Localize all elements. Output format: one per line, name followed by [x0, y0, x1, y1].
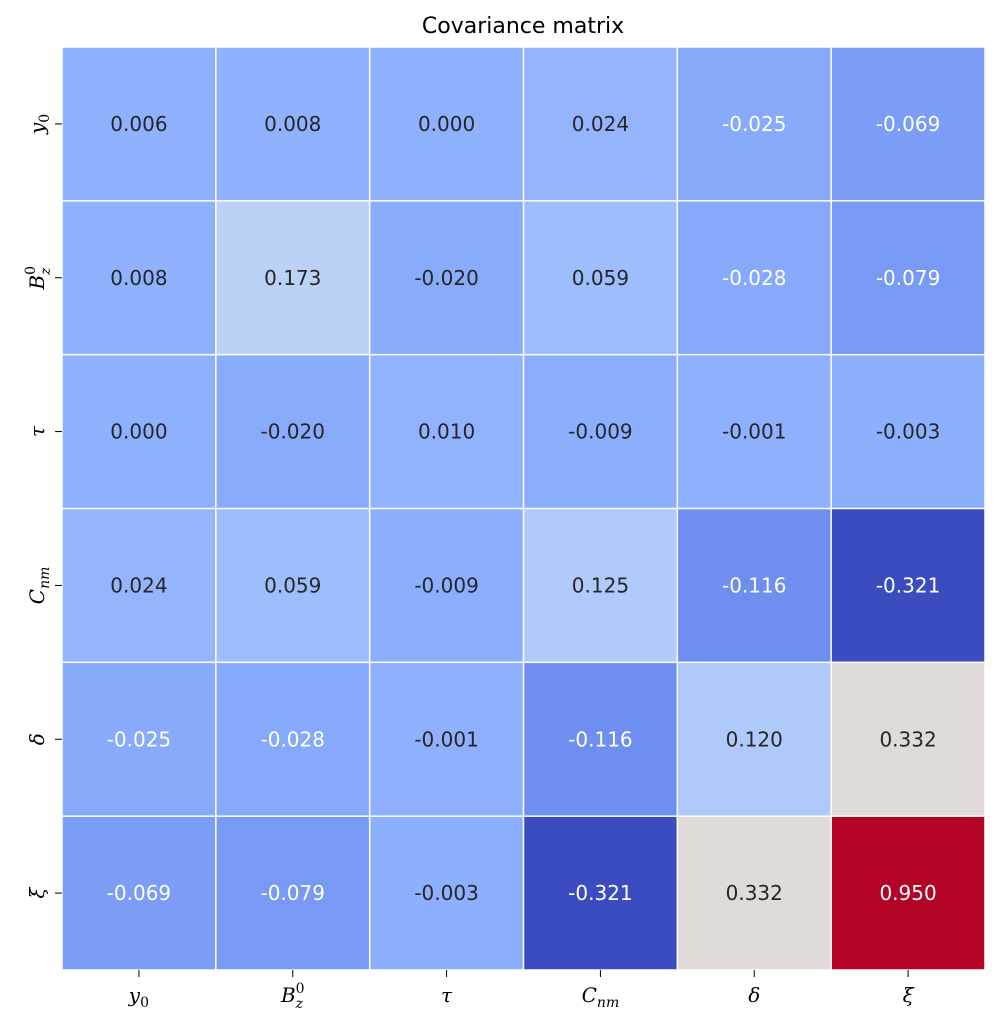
y-tick-label-4: δ: [25, 733, 49, 745]
heatmap-cell-r0-c2: [370, 47, 523, 201]
cell-value-r3-c0: 0.024: [110, 573, 167, 597]
heatmap-cell-r4-c2: [370, 663, 523, 816]
heatmap-cell-r3-c0: [62, 509, 216, 662]
heatmap-cell-r0-c3: [524, 47, 677, 201]
cell-value-r0-c5: -0.069: [876, 112, 940, 136]
x-tick-label-3: Cnm: [582, 983, 620, 1011]
y-tick-label-1: B0z: [23, 266, 54, 291]
heatmap-cell-r1-c0: [62, 201, 216, 354]
cell-value-r2-c3: -0.009: [568, 420, 632, 444]
cell-value-r1-c0: 0.008: [110, 266, 167, 290]
cell-value-r2-c1: -0.020: [261, 420, 325, 444]
heatmap-cell-r4-c5: [831, 663, 985, 816]
heatmap-cell-r3-c1: [216, 509, 369, 662]
cell-value-r3-c4: -0.116: [722, 573, 786, 597]
cell-value-r0-c3: 0.024: [572, 112, 629, 136]
cell-value-r1-c4: -0.028: [722, 266, 786, 290]
y-axis-ticks: y0 B0z τ Cnm δ ξ: [23, 114, 62, 899]
cell-value-r4-c4: 0.120: [726, 727, 783, 751]
cell-value-r5-c0: -0.069: [107, 881, 171, 905]
heatmap-cell-r1-c4: [678, 201, 831, 354]
cell-value-r0-c1: 0.008: [264, 112, 321, 136]
heatmap-cell-r0-c4: [678, 47, 831, 201]
x-tick-label-4: δ: [748, 983, 760, 1007]
cell-value-r5-c3: -0.321: [568, 881, 632, 905]
cell-value-r0-c2: 0.000: [418, 112, 475, 136]
cell-value-r1-c1: 0.173: [264, 266, 321, 290]
heatmap-cell-r5-c4: [678, 816, 831, 970]
y-tick-label-5: ξ: [25, 887, 49, 899]
heatmap-cell-r0-c1: [216, 47, 369, 201]
heatmap-cell-r2-c4: [678, 355, 831, 508]
y-tick-label-3: Cnm: [25, 567, 53, 605]
heatmap-cell-r2-c0: [62, 355, 216, 508]
chart-title: Covariance matrix: [422, 14, 624, 39]
cell-value-r2-c5: -0.003: [876, 420, 940, 444]
cell-value-r4-c1: -0.028: [261, 727, 325, 751]
cell-value-r2-c2: 0.010: [418, 420, 475, 444]
heatmap-cell-r4-c1: [216, 663, 369, 816]
cell-value-r1-c2: -0.020: [414, 266, 478, 290]
cell-value-r4-c2: -0.001: [414, 727, 478, 751]
cell-value-r5-c4: 0.332: [726, 881, 783, 905]
heatmap-cell-r2-c1: [216, 355, 369, 508]
x-tick-label-1: B0 z: [280, 981, 305, 1012]
cell-value-r4-c5: 0.332: [879, 727, 936, 751]
cell-value-r0-c4: -0.025: [722, 112, 786, 136]
heatmap-cell-r2-c2: [370, 355, 523, 508]
cell-value-r2-c4: -0.001: [722, 420, 786, 444]
heatmap-cell-r4-c3: [524, 663, 677, 816]
cell-value-r5-c1: -0.079: [261, 881, 325, 905]
cell-value-r4-c0: -0.025: [107, 727, 171, 751]
heatmap-cell-r5-c0: [62, 816, 216, 970]
heatmap-cell-r3-c3: [524, 509, 677, 662]
y-tick-label-2: τ: [25, 425, 49, 437]
cell-value-r0-c0: 0.006: [110, 112, 167, 136]
heatmap-cell-r5-c2: [370, 816, 523, 970]
heatmap-cell-r5-c5: [831, 816, 985, 970]
cell-value-r2-c0: 0.000: [110, 420, 167, 444]
heatmap-cell-r0-c0: [62, 47, 216, 201]
cell-value-r1-c3: 0.059: [572, 266, 629, 290]
cell-value-r3-c1: 0.059: [264, 573, 321, 597]
heatmap-cell-r0-c5: [831, 47, 985, 201]
cell-value-r4-c3: -0.116: [568, 727, 632, 751]
heatmap-cells: 0.006 0.008 0.000 0.024 -0.025 -0.069 0.008 0.1…: [62, 47, 985, 970]
x-tick-label-5: ξ: [903, 983, 915, 1007]
heatmap-cell-r1-c5: [831, 201, 985, 354]
x-axis-ticks: y0 B0 z τ Cnm δ ξ: [128, 970, 915, 1012]
heatmap-cell-r5-c1: [216, 816, 369, 970]
heatmap-cell-r1-c1: [216, 201, 369, 354]
heatmap-cell-r5-c3: [524, 816, 677, 970]
heatmap-cell-r3-c2: [370, 509, 523, 662]
heatmap-cell-r4-c4: [678, 663, 831, 816]
cell-value-r3-c3: 0.125: [572, 573, 629, 597]
heatmap-cell-r3-c4: [678, 509, 831, 662]
y-tick-label-0: y0: [25, 114, 53, 135]
x-tick-label-2: τ: [441, 983, 453, 1007]
heatmap-cell-r2-c5: [831, 355, 985, 508]
x-tick-label-0: y0: [128, 983, 149, 1011]
cell-value-r5-c5: 0.950: [879, 881, 936, 905]
cell-value-r1-c5: -0.079: [876, 266, 940, 290]
heatmap-cell-r3-c5: [831, 509, 985, 662]
cell-value-r3-c5: -0.321: [876, 573, 940, 597]
heatmap-cell-r1-c2: [370, 201, 523, 354]
cell-value-r3-c2: -0.009: [414, 573, 478, 597]
cell-value-r5-c2: -0.003: [414, 881, 478, 905]
heatmap-cell-r1-c3: [524, 201, 677, 354]
heatmap-cell-r4-c0: [62, 663, 216, 816]
heatmap-cell-r2-c3: [524, 355, 677, 508]
